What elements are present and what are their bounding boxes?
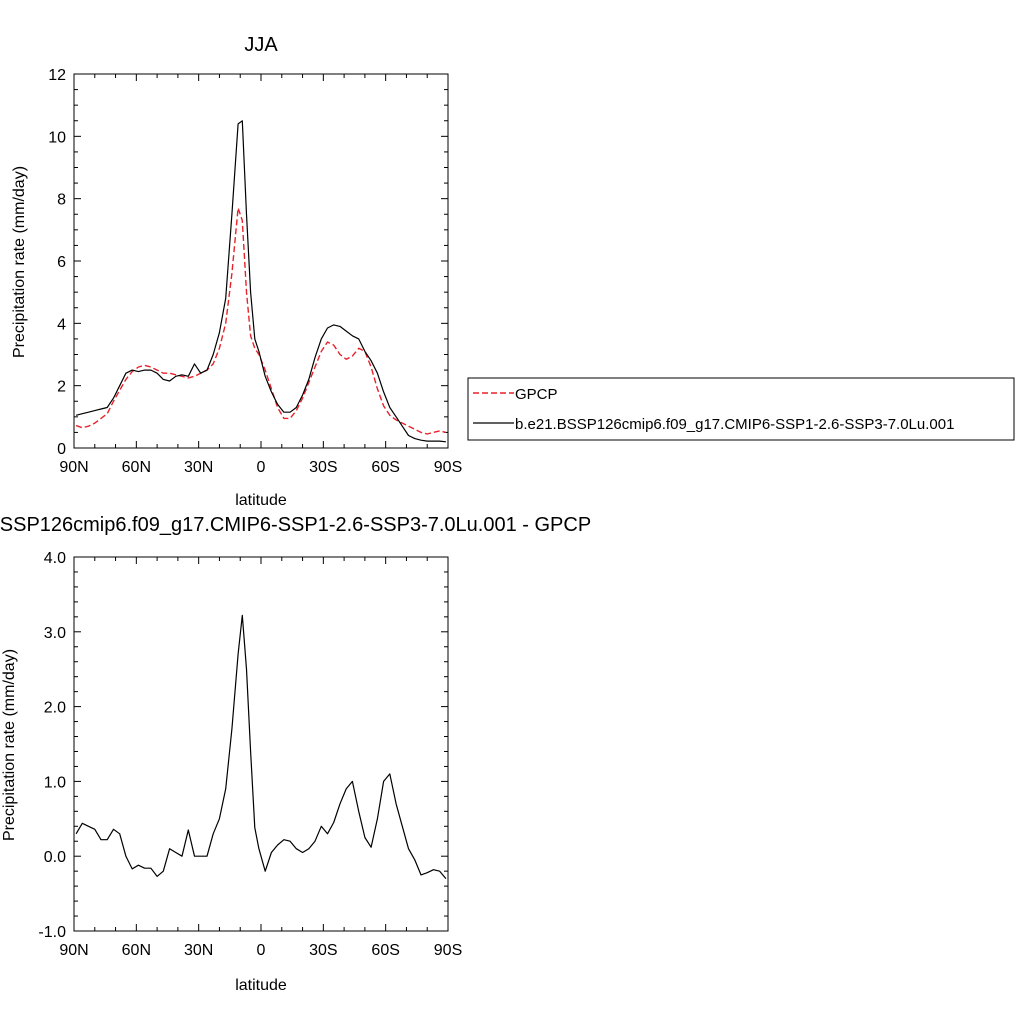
bottom-chart-ticks: 90N 60N 30N 0 30S 60S 90S -1.0 0.0 1.0 2.0 3.0 4.0 <box>38 550 462 959</box>
bottom-chart-x-tick-label: 90N <box>59 942 88 959</box>
top-chart-plot-frame <box>73 73 449 449</box>
bottom-chart-plot-frame <box>73 556 449 932</box>
bottom-chart-y-tick-label: 2.0 <box>44 700 66 717</box>
bottom-chart-y-tick-label: 0.0 <box>44 849 66 866</box>
top-chart-x-tick-label: 90S <box>434 459 462 476</box>
top-chart-y-tick-label: 0 <box>57 441 66 458</box>
top-chart-x-tick-label: 30N <box>184 459 213 476</box>
top-chart-x-tick-label: 60S <box>371 459 399 476</box>
legend: GPCP b.e21.BSSP126cmip6.f09_g17.CMIP6-SS… <box>467 377 1015 441</box>
top-chart-x-tick-label: 30S <box>309 459 337 476</box>
top-chart-y-tick-label: 4 <box>57 316 66 333</box>
bottom-chart-series <box>75 614 447 879</box>
bottom-chart-y-tick-label: 3.0 <box>44 625 66 642</box>
top-chart-x-tick-label: 0 <box>257 459 266 476</box>
bottom-chart-x-tick-label: 0 <box>257 942 266 959</box>
bottom-chart-y-tick-label: 4.0 <box>44 550 66 567</box>
bottom-chart-y-tick-label: -1.0 <box>38 924 66 941</box>
bottom-chart-y-tick-label: 1.0 <box>44 774 66 791</box>
top-chart: JJA Precipitation rate (mm/day) latitude… <box>11 34 462 509</box>
top-chart-y-axis-label: Precipitation rate (mm/day) <box>11 166 28 358</box>
bottom-chart-x-tick-label: 60N <box>122 942 151 959</box>
top-chart-x-tick-label: 90N <box>59 459 88 476</box>
top-chart-x-axis-label: latitude <box>235 492 287 509</box>
legend-box <box>467 377 1015 441</box>
top-chart-title: JJA <box>244 34 278 56</box>
bottom-chart-x-tick-label: 90S <box>434 942 462 959</box>
bottom-chart-x-axis-label: latitude <box>235 977 287 994</box>
top-chart-y-tick-label: 8 <box>57 192 66 209</box>
bottom-chart: b.e21.BSSP126cmip6.f09_g17.CMIP6-SSP1-2.… <box>0 514 591 994</box>
top-chart-series <box>75 120 447 443</box>
top-chart-y-tick-label: 2 <box>57 379 66 396</box>
bottom-chart-x-tick-label: 30S <box>309 942 337 959</box>
top-chart-y-tick-label: 12 <box>48 67 66 84</box>
bottom-chart-series-line-difference <box>75 614 447 879</box>
legend-model-label: b.e21.BSSP126cmip6.f09_g17.CMIP6-SSP1-2.… <box>515 416 954 433</box>
bottom-chart-x-tick-label: 60S <box>371 942 399 959</box>
bottom-chart-title: b.e21.BSSP126cmip6.f09_g17.CMIP6-SSP1-2.… <box>0 514 591 536</box>
legend-gpcp-label: GPCP <box>515 386 558 403</box>
top-chart-y-tick-label: 10 <box>48 129 66 146</box>
bottom-chart-x-tick-label: 30N <box>184 942 213 959</box>
top-chart-series-line-gpcp <box>75 207 447 435</box>
bottom-chart-y-axis-label: Precipitation rate (mm/day) <box>1 649 18 841</box>
top-chart-y-tick-label: 6 <box>57 254 66 271</box>
top-chart-ticks: 90N 60N 30N 0 30S 60S 90S 0 2 4 6 8 10 12 <box>48 67 462 476</box>
top-chart-series-line-b <box>75 120 446 443</box>
top-chart-x-tick-label: 60N <box>122 459 151 476</box>
